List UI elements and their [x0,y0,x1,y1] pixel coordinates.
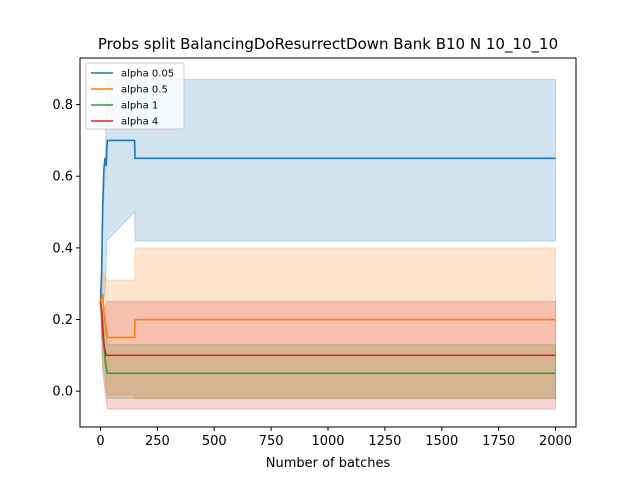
y-tick-label: 0.0 [52,385,73,400]
x-axis-ticks: 0 250 500 750 1000 1250 1500 1750 2000 [96,427,572,449]
chart-title: Probs split BalancingDoResurrectDown Ban… [98,35,558,54]
band-series-2 [99,247,557,399]
x-tick-label: 1500 [425,434,458,449]
legend-label: alpha 0.5 [121,85,168,96]
x-tick-label: 1750 [482,434,515,449]
line-series-4 [99,301,556,357]
x-tick-label: 250 [145,434,170,449]
x-tick-label: 0 [96,434,104,449]
x-tick-label: 500 [202,434,227,449]
legend-label: alpha 0.05 [121,69,174,80]
x-tick-label: 750 [259,434,284,449]
y-axis-ticks: 0.0 0.2 0.4 0.6 0.8 [52,98,80,400]
y-tick-label: 0.8 [52,98,73,113]
confidence-bands [99,78,557,410]
x-tick-label: 2000 [539,434,572,449]
line-series-2 [99,293,556,339]
band-series-3 [99,301,557,399]
y-tick-label: 0.4 [52,241,73,256]
legend: alpha 0.05 alpha 0.5 alpha 1 alpha 4 [85,62,185,130]
y-tick-label: 0.6 [52,170,73,185]
legend-label: alpha 1 [121,101,158,112]
x-axis-label: Number of batches [266,456,391,471]
y-tick-label: 0.2 [52,313,73,328]
x-tick-label: 1000 [311,434,344,449]
x-tick-label: 1250 [368,434,401,449]
series-lines [99,139,556,375]
line-series-1 [99,139,556,302]
legend-label: alpha 4 [121,117,158,128]
legend-box [85,62,185,130]
